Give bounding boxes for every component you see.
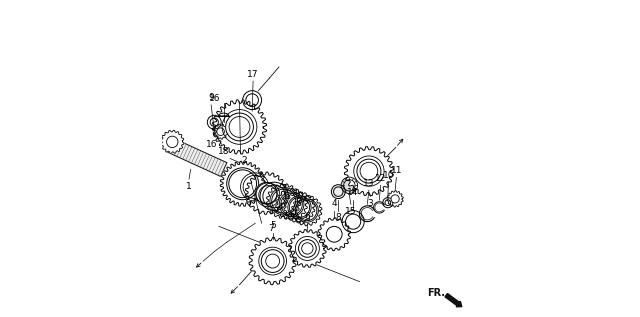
Text: 8: 8 [335, 213, 341, 222]
Circle shape [166, 136, 178, 147]
Circle shape [332, 185, 345, 198]
Circle shape [259, 247, 287, 275]
Polygon shape [284, 192, 315, 223]
FancyArrow shape [445, 294, 462, 307]
Circle shape [278, 191, 305, 218]
Circle shape [296, 236, 319, 261]
Polygon shape [249, 237, 296, 285]
Text: 12: 12 [375, 174, 387, 183]
Text: 10: 10 [383, 171, 394, 180]
Circle shape [256, 183, 280, 207]
Text: 15: 15 [345, 207, 356, 216]
Circle shape [341, 177, 358, 194]
Text: FR.: FR. [427, 288, 445, 298]
Circle shape [223, 164, 262, 203]
Polygon shape [161, 130, 184, 153]
Polygon shape [292, 195, 322, 226]
Text: 18: 18 [218, 147, 230, 156]
Polygon shape [387, 191, 403, 207]
Circle shape [286, 194, 313, 221]
Polygon shape [266, 184, 301, 218]
Text: 5: 5 [270, 221, 276, 230]
Circle shape [217, 128, 225, 135]
Polygon shape [245, 172, 287, 214]
Text: 16: 16 [206, 140, 218, 149]
Text: 11: 11 [390, 166, 402, 175]
Polygon shape [344, 146, 394, 196]
Circle shape [260, 182, 289, 210]
Polygon shape [289, 230, 326, 267]
Text: 9: 9 [208, 94, 214, 102]
Circle shape [261, 250, 284, 272]
Circle shape [255, 183, 277, 204]
Circle shape [326, 226, 342, 242]
Text: 3: 3 [367, 199, 373, 208]
Circle shape [294, 197, 320, 224]
Text: 2: 2 [241, 156, 247, 165]
Circle shape [354, 156, 384, 186]
Text: 6: 6 [305, 212, 310, 221]
Text: 17: 17 [247, 70, 259, 79]
Polygon shape [213, 124, 228, 139]
Text: 14: 14 [348, 188, 359, 197]
Text: 7: 7 [268, 224, 274, 233]
Circle shape [226, 113, 253, 141]
Circle shape [241, 173, 269, 201]
Polygon shape [220, 161, 265, 206]
Text: 13: 13 [363, 178, 374, 188]
Text: 1: 1 [186, 182, 192, 191]
Polygon shape [318, 218, 351, 251]
Text: 16: 16 [209, 94, 220, 103]
Circle shape [243, 91, 262, 110]
Text: 4: 4 [332, 199, 337, 208]
Circle shape [298, 240, 316, 257]
Circle shape [357, 159, 381, 183]
Polygon shape [165, 137, 227, 177]
Circle shape [207, 115, 221, 129]
Circle shape [222, 110, 257, 144]
Circle shape [269, 186, 299, 216]
Circle shape [391, 195, 399, 203]
Circle shape [342, 210, 364, 233]
Circle shape [383, 197, 393, 208]
Polygon shape [212, 100, 267, 154]
Polygon shape [276, 188, 307, 220]
